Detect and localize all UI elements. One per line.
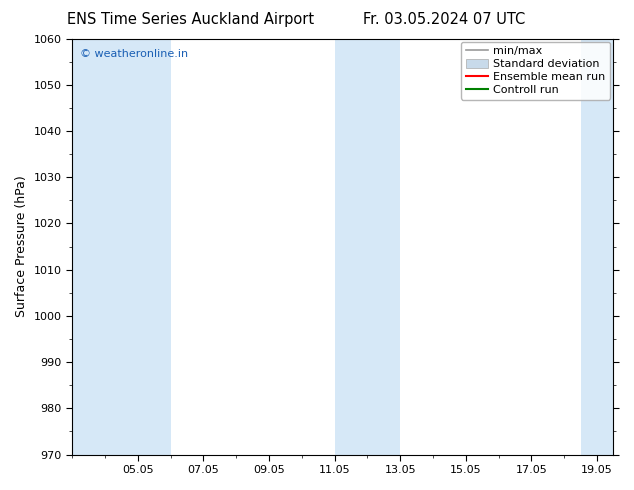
- Legend: min/max, Standard deviation, Ensemble mean run, Controll run: min/max, Standard deviation, Ensemble me…: [461, 42, 610, 99]
- Text: ENS Time Series Auckland Airport: ENS Time Series Auckland Airport: [67, 12, 314, 27]
- Bar: [72, 39, 171, 455]
- Text: Fr. 03.05.2024 07 UTC: Fr. 03.05.2024 07 UTC: [363, 12, 525, 27]
- Bar: [335, 39, 400, 455]
- Bar: [581, 39, 614, 455]
- Text: © weatheronline.in: © weatheronline.in: [81, 49, 188, 59]
- Y-axis label: Surface Pressure (hPa): Surface Pressure (hPa): [15, 176, 28, 318]
